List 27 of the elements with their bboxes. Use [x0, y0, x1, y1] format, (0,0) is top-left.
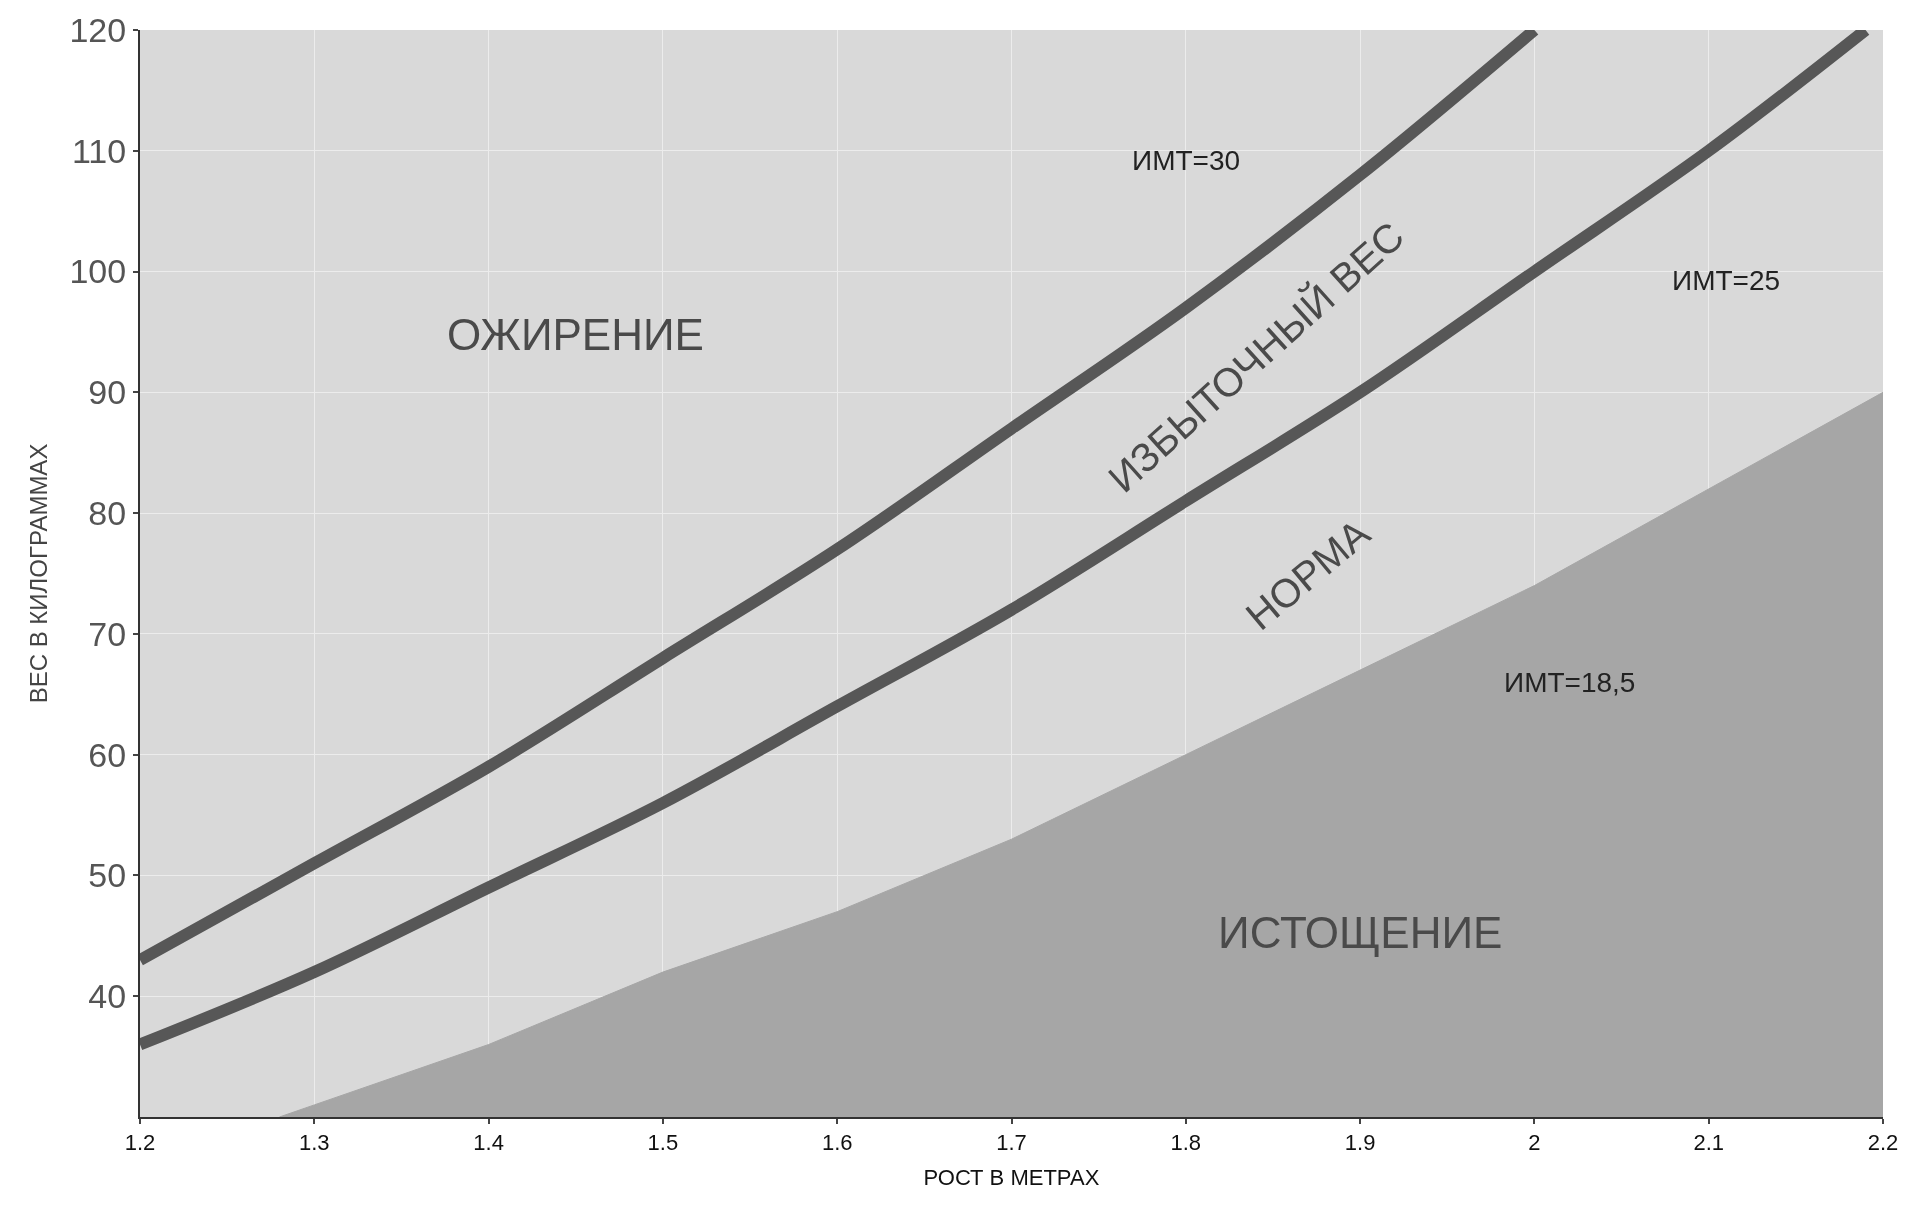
- annotation: ИМТ=18,5: [1504, 667, 1636, 698]
- x-tick-label: 1.4: [473, 1130, 504, 1156]
- y-tick-label: 50: [88, 856, 127, 895]
- y-tick-label: 80: [88, 494, 127, 533]
- x-tick-label: 1.6: [821, 1130, 853, 1156]
- y-tick-label: 40: [88, 977, 127, 1016]
- x-axis-title: РОСТ В МЕТРАХ: [923, 1164, 1100, 1190]
- annotation: ИМТ=25: [1672, 265, 1781, 296]
- x-tick-label: 1.3: [299, 1130, 330, 1156]
- y-tick-label: 90: [88, 373, 127, 412]
- y-tick-label: 110: [71, 131, 127, 170]
- x-tick-label: 1.8: [1170, 1130, 1202, 1156]
- y-tick-label: 70: [88, 614, 127, 653]
- x-tick-label: 1.2: [124, 1130, 156, 1156]
- x-tick-label: 1.5: [647, 1130, 679, 1156]
- x-tick-label: 1.7: [996, 1130, 1027, 1156]
- x-tick-label: 1.9: [1344, 1130, 1376, 1156]
- y-tick-label: 120: [69, 10, 127, 49]
- x-tick-label: 2.1: [1693, 1130, 1724, 1156]
- y-tick-label: 100: [69, 252, 127, 291]
- y-axis-title: ВЕС В КИЛОГРАММАХ: [25, 443, 53, 704]
- y-tick-label: 60: [88, 735, 127, 774]
- annotation: ОЖИРЕНИЕ: [447, 310, 704, 359]
- annotation: ИСТОЩЕНИЕ: [1218, 908, 1503, 957]
- annotation: ИМТ=30: [1132, 145, 1241, 176]
- x-tick-label: 2.2: [1867, 1130, 1899, 1156]
- x-tick-label: 2: [1528, 1130, 1541, 1156]
